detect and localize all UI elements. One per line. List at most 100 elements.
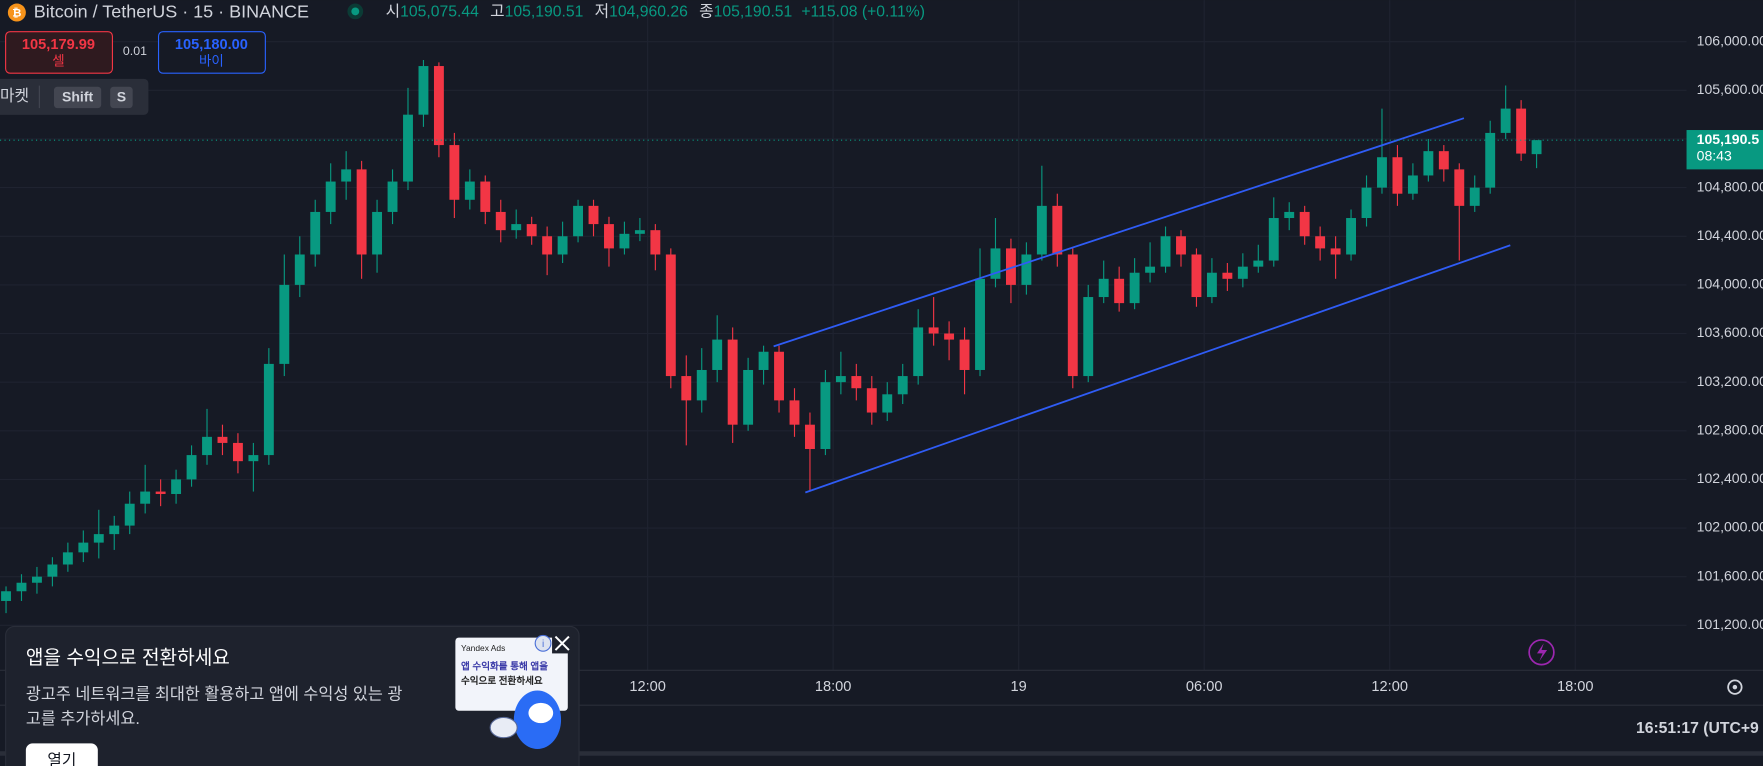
market-status-dot [351,7,360,16]
scrollbar[interactable] [0,751,1763,756]
ad-brand: Yandex Ads [461,643,505,653]
key-cap [53,86,102,109]
candle-body [774,351,784,401]
ohlc-key: 종 [699,4,713,21]
symbol-icon [7,3,26,22]
key-label: Shift [62,89,94,105]
candle-body [1160,236,1171,267]
candle-body [820,382,831,450]
ad-panel [5,625,580,766]
sell-label: 셀 [52,54,64,69]
candle-body [341,169,352,182]
candle-body [109,525,120,535]
ad-open-label: 열기 [47,752,76,766]
candle-body [1330,248,1341,255]
ad-mascot-face [528,702,554,724]
candle-body [604,224,614,249]
ad-popup: 앱을 수익으로 전환하세요 광고주 네트워크를 최대한 활용하고 앱에 수익성 … [5,625,580,766]
candle-body [1377,157,1387,188]
ad-info-icon: i [542,639,544,650]
y-tick-label: 106,000.00 [1697,32,1763,48]
candle-body [279,284,290,364]
candle-body [1531,140,1542,155]
candle-body [171,479,182,494]
candle-body [1036,205,1047,255]
candle-body [1392,157,1403,194]
ad-image-text: 앱 수익화를 통해 앱을 [461,660,548,672]
candle-body [372,211,383,255]
candle-body [124,503,135,526]
buy-button[interactable] [157,31,266,74]
ohlc-value: 104,960.26 [609,4,688,21]
candle-body [634,230,645,234]
candle-body [650,230,661,255]
candle-body [155,491,166,494]
order-type[interactable]: 마켓 [0,87,29,105]
ohlc-value: 105,190.51 [505,4,584,21]
candle-body [387,181,398,212]
candle-body [758,351,769,370]
y-tick-label: 104,400.00 [1697,227,1763,243]
candle-body [727,339,738,425]
candle-body [294,254,305,285]
candle-body [573,205,584,237]
candle-body [696,369,707,401]
price-tag-label: 105,190.5 [1697,131,1760,147]
candle-body [449,145,460,200]
y-tick-label: 101,200.00 [1697,616,1763,632]
candle-body [557,236,568,255]
candle-body [480,181,491,212]
ohlc-key: 시 [386,4,400,21]
candle-body [418,66,429,115]
candle-body [1129,272,1140,304]
trend-line [805,244,1511,494]
candle-body [232,442,243,462]
settings-button[interactable] [1727,679,1743,695]
candle-body [217,436,228,443]
candle-body [1423,151,1434,176]
ad-body: 광고주 네트워크를 최대한 활용하고 앱에 수익성 있는 광 [26,685,403,703]
candle-body [681,376,692,401]
candle-body [789,400,800,425]
candle-body [897,376,908,395]
candle-body [325,181,336,212]
candle-body [202,436,212,456]
candle-body [959,339,970,370]
candle-body [1315,236,1326,249]
price-tag-countdown: 08:43 [1697,148,1732,164]
candle-body [805,424,815,450]
sell-price: 105,179.99 [22,37,95,53]
candle-body [1253,260,1264,267]
candle-body [1407,175,1418,194]
ad-open-button[interactable] [25,743,98,766]
y-tick-label: 104,000.00 [1697,276,1763,292]
candle-body [1237,266,1248,279]
candle-body [511,224,522,231]
candle-body [975,278,985,370]
candle-body [1191,254,1202,298]
ohlc-legend: 시105,075.44 고105,190.51 저104,960.26 종105,19… [386,3,925,21]
candle-body [1021,254,1032,285]
candle-body [1114,278,1125,304]
candle-body [1052,205,1063,255]
ohlc-key: 저 [595,3,609,21]
candle-body [1098,278,1109,298]
price-tag-box [1686,130,1763,170]
candle-body [851,376,862,389]
y-tick-label: 105,600.00 [1697,81,1763,97]
candle-body [1206,272,1217,298]
candle-body [882,394,893,413]
y-tick-label: 102,400.00 [1697,470,1763,486]
candle-body [464,181,475,200]
candle-body [1361,187,1372,219]
candle-body [1485,132,1496,188]
ad-info[interactable] [534,634,552,652]
y-tick-label: 103,600.00 [1697,324,1763,340]
candle-body [990,248,1001,279]
candle-body [1299,211,1310,237]
sell-button[interactable] [5,31,113,74]
candle-body [1268,218,1279,261]
symbol-title: Bitcoin / TetherUS · 15 · BINANCE [34,1,309,21]
candle-body [712,339,723,370]
alert-button[interactable] [1528,639,1555,666]
